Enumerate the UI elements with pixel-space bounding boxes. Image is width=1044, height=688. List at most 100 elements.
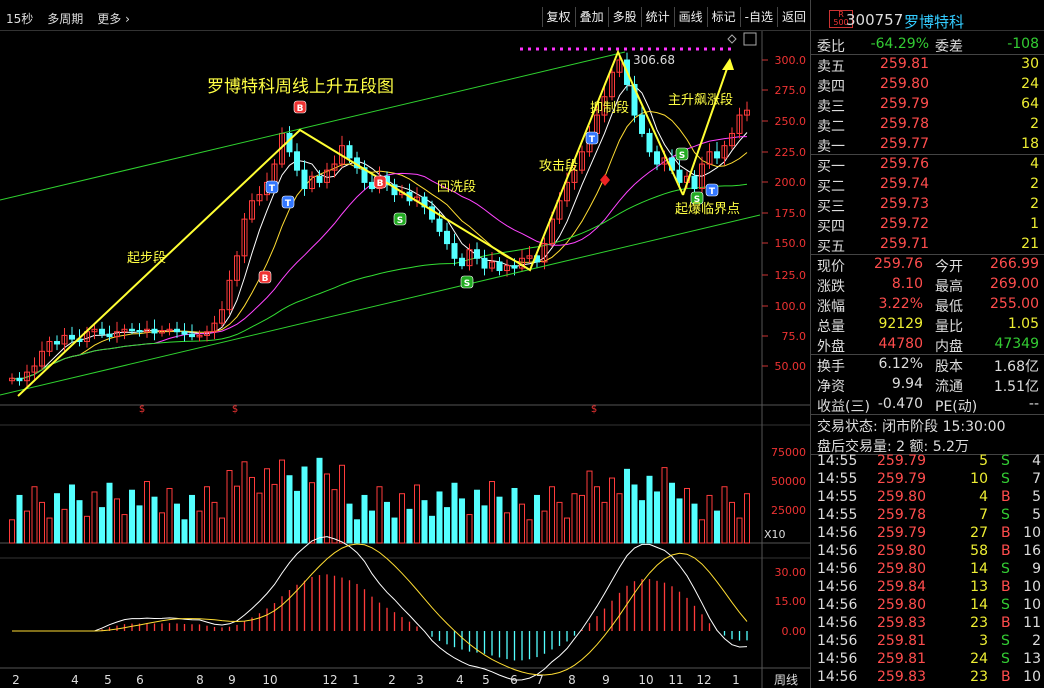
candle-body: [504, 265, 510, 272]
x-axis-label: 8: [196, 673, 204, 687]
volume-bar: [729, 501, 735, 544]
toolbar-button-6[interactable]: -自选: [739, 7, 777, 27]
volume-bar: [91, 491, 98, 544]
weibi-row-cell: 委比: [817, 39, 845, 55]
interval-label[interactable]: 15秒: [6, 12, 34, 26]
candle-body: [241, 218, 248, 257]
divider: [811, 154, 1044, 155]
wave-annotation-0: 起步段: [127, 251, 166, 266]
tick-n: 10: [1023, 597, 1041, 613]
weibi-row-cell: -108: [1007, 36, 1039, 52]
volume-bar: [279, 459, 285, 544]
volume-bar: [376, 486, 383, 544]
candle-body: [39, 350, 45, 367]
sell-level-row-cell: 259.79: [880, 96, 929, 112]
toolbar-button-3[interactable]: 统计: [640, 7, 674, 27]
price-tick-label: 75.0: [782, 330, 807, 343]
multi-period-button[interactable]: 多周期: [47, 12, 84, 26]
candle-body: [16, 377, 23, 382]
volume-bar: [219, 517, 225, 544]
tick-n: 4: [1032, 453, 1041, 469]
toolbar-button-4[interactable]: 画线: [673, 7, 707, 27]
volume-bar: [616, 493, 623, 544]
tick-n: 5: [1032, 489, 1041, 505]
volume-bar: [151, 496, 158, 544]
candle-body: [714, 151, 720, 159]
buy-level-row-cell: 买五: [817, 239, 845, 255]
stat2-row-cell: -0.470: [877, 396, 923, 412]
tick-v: 27: [970, 525, 988, 541]
toolbar-button-0[interactable]: 复权: [541, 7, 575, 27]
candle-body: [316, 175, 323, 183]
candle-body: [444, 230, 450, 245]
tick-d: S: [1001, 597, 1010, 613]
volume-bar: [181, 519, 188, 544]
candle-body: [31, 365, 38, 373]
buy-level-row: 买三 259.73 2: [811, 195, 1044, 215]
tick-v: 58: [970, 543, 988, 559]
candle-body: [166, 328, 173, 332]
candle-body: [159, 330, 165, 334]
sell-level-row-cell: 259.78: [880, 116, 929, 132]
tick-d: B: [1001, 615, 1011, 631]
stat-row-cell: 内盘: [935, 339, 963, 355]
candle-body: [616, 59, 623, 73]
tick-v: 14: [970, 597, 988, 613]
kline-chart[interactable]: 300.0275.0250.0225.0200.0175.0150.0125.0…: [0, 0, 810, 688]
candle-body: [541, 243, 548, 263]
volume-bar: [406, 508, 413, 544]
tick-row: 14:56 259.83 23 B 10: [811, 669, 1044, 687]
x-axis-label: 5: [104, 673, 112, 687]
stat2-row-cell: 1.68亿: [993, 359, 1039, 375]
stat-row-cell: 3.22%: [878, 296, 923, 312]
tick-p: 259.83: [877, 615, 926, 631]
volume-bar: [451, 482, 458, 544]
sell-level-row-cell: 259.81: [880, 56, 929, 72]
tick-d: S: [1001, 561, 1010, 577]
tick-d: S: [1001, 453, 1010, 469]
wave-annotation-3: 抑制段: [590, 101, 629, 116]
tick-row: 14:56 259.83 23 B 11: [811, 615, 1044, 633]
volume-bar: [466, 514, 473, 544]
candle-body: [24, 371, 30, 382]
volume-bar: [504, 512, 510, 544]
candle-body: [331, 163, 338, 171]
toolbar-button-2[interactable]: 多股: [607, 7, 641, 27]
stat-row-cell: 涨跌: [817, 279, 845, 295]
sell-level-row: 卖三 259.79 64: [811, 95, 1044, 115]
wave-annotation-4: 主升飙涨段: [668, 92, 733, 108]
toolbar-button-1[interactable]: 叠加: [574, 7, 608, 27]
buy-level-row-cell: 259.76: [880, 156, 929, 172]
volume-bar: [624, 468, 630, 544]
svg-text:S: S: [464, 279, 470, 289]
candle-body: [346, 145, 353, 159]
tick-d: S: [1001, 507, 1010, 523]
candle-body: [609, 71, 615, 98]
diamond-toggle-icon[interactable]: [727, 34, 737, 44]
volume-bar: [489, 481, 495, 544]
volume-tick-label: 25000: [771, 504, 806, 517]
toolbar-button-7[interactable]: 返回: [776, 7, 810, 27]
wave-projection-line: [682, 59, 731, 196]
stat-row-cell: 今开: [935, 259, 963, 275]
stat-row-cell: 最高: [935, 279, 963, 295]
chart-area[interactable]: 15秒 多周期 更多 › 复权 叠加 多股 统计 画线 标记 -自选 返回 300.0 275.…: [0, 0, 810, 688]
more-button[interactable]: 更多 ›: [97, 12, 130, 26]
stat2-row-cell: 股本: [935, 359, 963, 375]
volume-bar: [744, 493, 750, 544]
signal-marker-s: S: [460, 275, 474, 289]
x-axis-label: 2: [12, 673, 20, 687]
panel-toggle-icon[interactable]: [743, 32, 757, 46]
svg-text:T: T: [269, 184, 276, 194]
tick-row: 14:56 259.81 3 S 2: [811, 633, 1044, 651]
tick-v: 13: [970, 579, 988, 595]
x-axis-label: 4: [456, 673, 464, 687]
tick-row: 14:56 259.84 13 B 10: [811, 579, 1044, 597]
wave-annotation-5: 起爆临界点: [675, 202, 740, 217]
svg-text:B: B: [297, 104, 304, 114]
price-tick-label: 250.0: [775, 115, 807, 128]
toolbar-button-5[interactable]: 标记: [706, 7, 740, 27]
sell-level-row: 卖四 259.80 24: [811, 75, 1044, 95]
volume-tick-label: 75000: [771, 446, 806, 459]
volume-bar: [564, 517, 570, 544]
